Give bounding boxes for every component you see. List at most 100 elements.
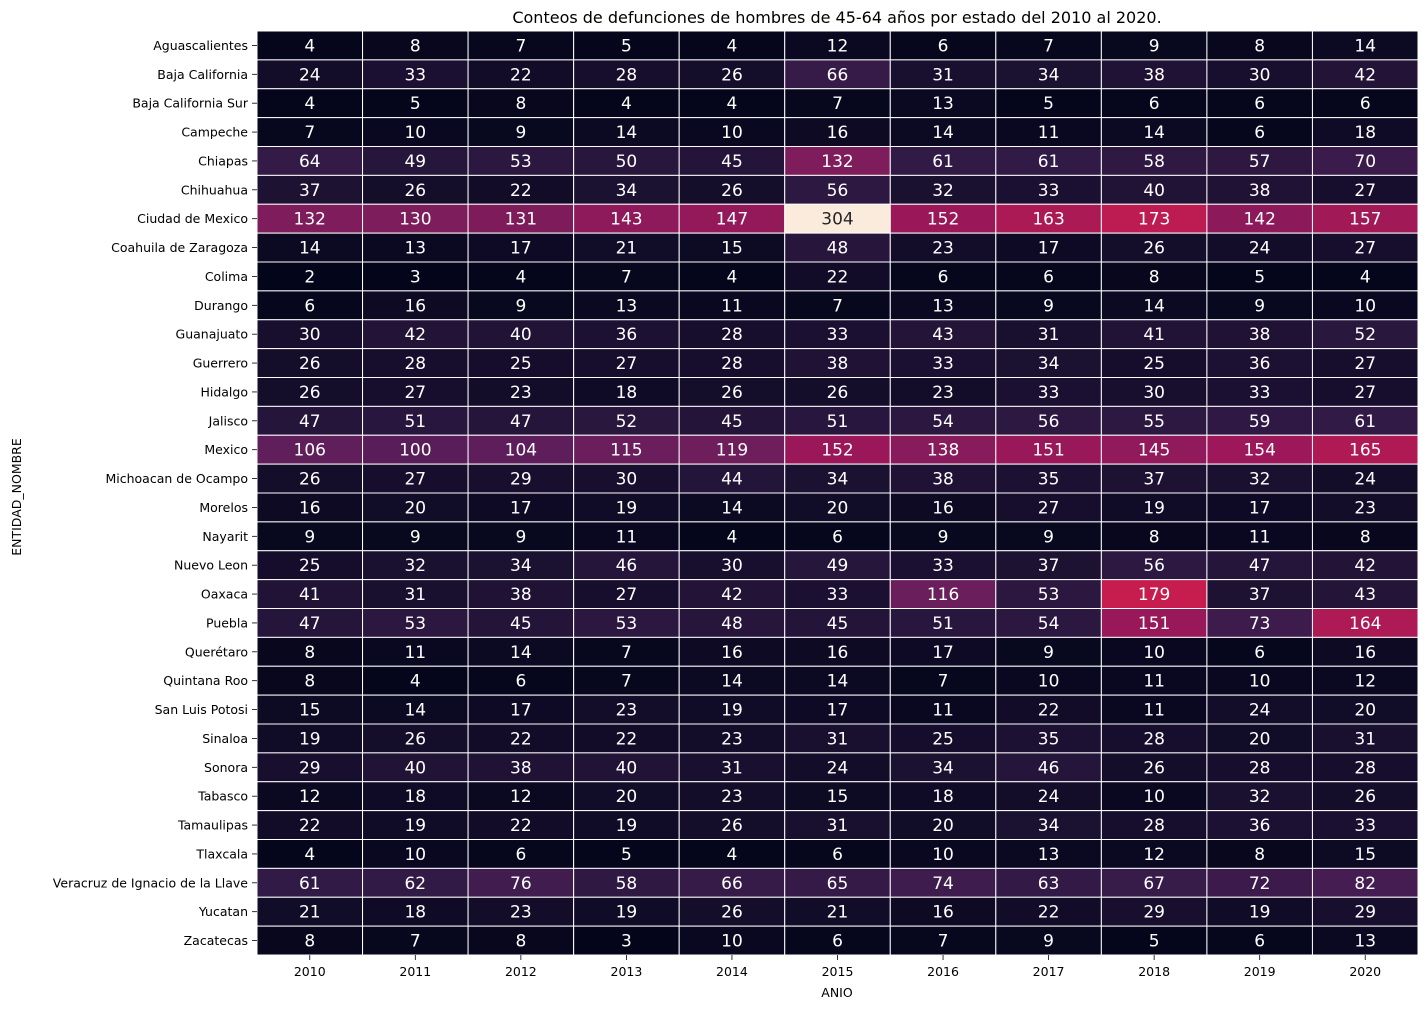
x-tick-label: 2014 [716, 964, 748, 979]
heatmap-cell [1311, 290, 1419, 321]
heatmap-cell [1311, 608, 1419, 638]
cell-value-label: 9 [410, 527, 421, 547]
heatmap-cell [256, 30, 364, 61]
cell-value-label: 27 [404, 470, 426, 490]
heatmap-cell [362, 434, 469, 465]
cell-value-label: 4 [515, 267, 526, 287]
heatmap-cell [784, 608, 891, 638]
heatmap-cell [1100, 752, 1208, 783]
cell-value-label: 21 [299, 903, 321, 923]
cell-value-label: 45 [510, 614, 532, 634]
cell-value-label: 6 [938, 267, 949, 287]
cell-value-label: 34 [510, 556, 532, 576]
cell-value-label: 6 [515, 845, 526, 865]
cell-value-label: 24 [1249, 701, 1271, 721]
cell-value-label: 43 [1354, 585, 1376, 605]
heatmap-cell [256, 636, 364, 667]
cell-value-label: 7 [1043, 36, 1054, 56]
cell-value-label: 7 [621, 267, 632, 287]
cell-value-label: 57 [1249, 152, 1271, 172]
heatmap-cell [573, 405, 680, 436]
cell-value-label: 28 [616, 65, 638, 85]
cell-value-label: 25 [510, 354, 532, 374]
x-tick-label: 2012 [505, 964, 537, 979]
cell-value-label: 26 [1143, 758, 1165, 778]
heatmap-cell [889, 117, 997, 148]
cell-value-label: 24 [827, 758, 849, 778]
cell-value-label: 30 [721, 556, 743, 576]
heatmap-cell [1311, 781, 1419, 812]
cell-value-label: 6 [1254, 932, 1265, 952]
cell-value-label: 27 [1354, 181, 1376, 201]
heatmap-cell [467, 636, 575, 667]
heatmap-cell [784, 348, 891, 379]
cell-value-label: 34 [1038, 65, 1060, 85]
cell-value-label: 56 [827, 181, 849, 201]
cell-value-label: 14 [827, 672, 849, 692]
cell-value-label: 6 [832, 932, 843, 952]
cell-value-label: 4 [304, 36, 315, 56]
cell-value-label: 20 [1354, 701, 1376, 721]
heatmap-cell [256, 867, 364, 898]
cell-value-label: 76 [510, 874, 532, 894]
heatmap-cell [1311, 261, 1419, 292]
y-tick-label: Tlaxcala [195, 846, 248, 861]
cell-value-label: 23 [510, 383, 532, 403]
cell-value-label: 33 [1354, 816, 1376, 836]
heatmap-cell [995, 348, 1102, 379]
heatmap-cell [995, 839, 1102, 869]
cell-value-label: 20 [932, 816, 954, 836]
cell-value-label: 9 [304, 527, 315, 547]
cell-value-label: 40 [616, 758, 638, 778]
cell-value-label: 20 [404, 498, 426, 518]
cell-value-label: 45 [721, 152, 743, 172]
heatmap-cell [1206, 232, 1313, 263]
cell-value-label: 14 [1143, 296, 1165, 316]
heatmap-cell [1100, 290, 1208, 321]
y-tick-label: Baja California [157, 67, 248, 82]
heatmap-cell [784, 896, 891, 927]
heatmap-cell [784, 694, 891, 725]
cell-value-label: 20 [616, 787, 638, 807]
cell-value-label: 41 [1143, 325, 1165, 345]
heatmap-cell [1100, 261, 1208, 292]
cell-value-label: 44 [721, 470, 743, 490]
heatmap-cell [1206, 694, 1313, 725]
cell-value-label: 73 [1249, 614, 1271, 634]
cell-value-label: 28 [404, 354, 426, 374]
heatmap-cell [995, 203, 1102, 234]
cell-value-label: 3 [621, 932, 632, 952]
x-tick-label: 2015 [822, 964, 854, 979]
cell-value-label: 52 [616, 412, 638, 432]
heatmap-cell [1100, 579, 1208, 610]
cell-value-label: 54 [1038, 614, 1060, 634]
heatmap-cell [995, 665, 1102, 696]
y-tick-label: Querétaro [185, 644, 248, 659]
heatmap-cell [1311, 117, 1419, 148]
heatmap-cell [784, 377, 891, 407]
cell-value-label: 9 [1254, 296, 1265, 316]
cell-value-label: 26 [1354, 787, 1376, 807]
y-tick-label: Michoacan de Ocampo [105, 471, 248, 486]
heatmap-cell [1100, 665, 1208, 696]
cell-value-label: 6 [304, 296, 315, 316]
heatmap-cell [1206, 521, 1313, 552]
cell-value-label: 132 [821, 152, 853, 172]
cell-value-label: 45 [721, 412, 743, 432]
cell-value-label: 152 [927, 210, 959, 230]
cell-value-label: 20 [827, 498, 849, 518]
heatmap-cell [362, 348, 469, 379]
cell-value-label: 7 [304, 123, 315, 143]
cell-value-label: 23 [932, 383, 954, 403]
heatmap-cell [1206, 377, 1313, 407]
cell-value-label: 7 [515, 36, 526, 56]
heatmap-cell [362, 232, 469, 263]
cell-value-label: 26 [721, 903, 743, 923]
cell-value-label: 22 [510, 65, 532, 85]
heatmap-cell [362, 405, 469, 436]
y-tick-label: Sonora [204, 760, 248, 775]
heatmap-cell [467, 463, 575, 494]
heatmap-cell [256, 88, 364, 119]
heatmap-cell [573, 550, 680, 581]
heatmap-cell [467, 781, 575, 812]
